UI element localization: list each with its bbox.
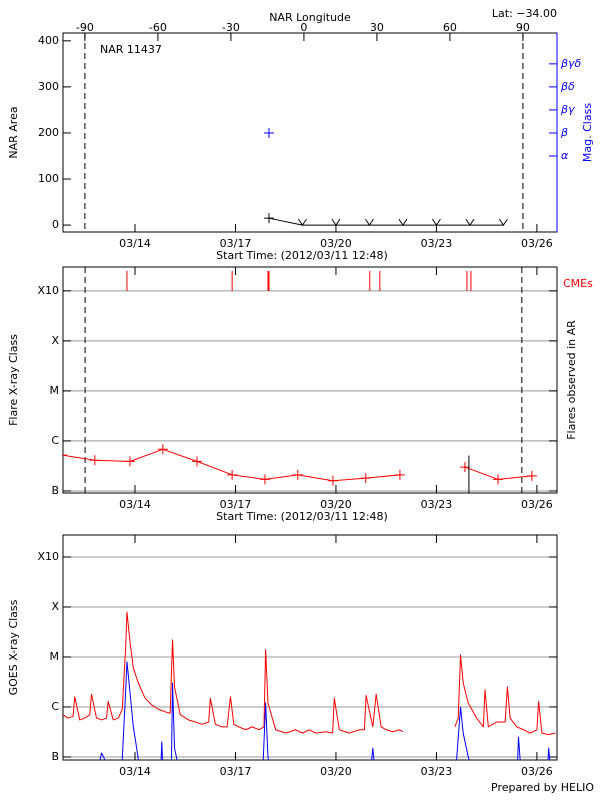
- x-tick-label: 03/20: [320, 237, 352, 250]
- data-point: [191, 456, 202, 467]
- y-tick-label: B: [51, 484, 59, 497]
- y2-axis-label: Flares observed in AR: [565, 320, 578, 440]
- x-tick-label: 03/23: [421, 498, 453, 511]
- y-tick-label: C: [51, 700, 59, 713]
- x2-axis-label: NAR Longitude: [269, 11, 351, 24]
- y-axis-label: GOES X-ray Class: [7, 599, 20, 695]
- y-tick-label: X10: [37, 550, 59, 563]
- x-tick-label: 03/20: [320, 765, 352, 778]
- data-point: [360, 473, 371, 484]
- series-group: [63, 611, 556, 760]
- data-point: [331, 218, 341, 226]
- data-point: [365, 218, 374, 226]
- y-tick-label: M: [50, 650, 60, 663]
- series-line: [268, 217, 504, 226]
- x-tick-label: 03/17: [220, 765, 252, 778]
- x2-tick-label: 90: [516, 21, 530, 34]
- x2-tick-label: -30: [222, 21, 240, 34]
- x-axis-label: Start Time: (2012/03/11 12:48): [216, 510, 388, 523]
- y2-tick-label: βγ: [560, 103, 575, 116]
- data-point: [292, 469, 303, 480]
- x-axis-label: Start Time: (2012/03/11 12:48): [216, 249, 388, 262]
- panel-title: NAR 11437: [100, 43, 162, 56]
- x2-tick-label: -60: [149, 21, 167, 34]
- x-tick-label: 03/26: [521, 498, 553, 511]
- data-point: [493, 474, 504, 485]
- y2-tick-label: β: [560, 126, 568, 139]
- y-axis-label: NAR Area: [7, 106, 20, 158]
- x-tick-label: 03/17: [220, 498, 252, 511]
- series-line: [63, 611, 556, 736]
- x-tick-label: 03/26: [521, 765, 553, 778]
- data-point: [227, 469, 238, 480]
- data-point: [498, 218, 508, 226]
- x-tick-label: 03/14: [119, 765, 151, 778]
- y-tick-label: M: [50, 384, 60, 397]
- data-point: [63, 454, 67, 456]
- data-point: [394, 469, 405, 480]
- data-point: [432, 218, 441, 226]
- y2-tick-label: βδ: [560, 80, 575, 93]
- x2-tick-label: 60: [443, 21, 457, 34]
- y-tick-label: 100: [38, 172, 59, 185]
- plot-frame: [62, 266, 558, 494]
- y-tick-label: X: [51, 334, 59, 347]
- y2-axis-label: Mag. Class: [581, 103, 594, 162]
- data-point: [298, 218, 307, 226]
- x-tick-label: 03/14: [119, 237, 151, 250]
- data-point: [157, 444, 168, 455]
- x-tick-label: 03/23: [421, 765, 453, 778]
- x2-tick-label: 30: [370, 21, 384, 34]
- y-tick-label: 400: [38, 34, 59, 47]
- x-tick-label: 03/17: [220, 237, 252, 250]
- y-axis-label: Flare X-ray Class: [7, 334, 20, 426]
- data-point: [263, 213, 274, 224]
- series-group: [63, 271, 537, 493]
- data-point: [89, 455, 100, 466]
- y-tick-label: 0: [52, 218, 59, 231]
- x2-tick-label: -90: [76, 21, 94, 34]
- y-tick-label: 200: [38, 126, 59, 139]
- y-tick-label: 300: [38, 80, 59, 93]
- plot-frame: [62, 32, 558, 233]
- data-point: [259, 474, 270, 485]
- footer: Prepared by HELIO: [491, 781, 594, 794]
- x-tick-label: 03/26: [521, 237, 553, 250]
- data-point: [465, 218, 475, 226]
- series-line: [99, 661, 551, 760]
- plot-frame: [62, 534, 558, 761]
- y2-tick-label: βγδ: [560, 57, 582, 70]
- series-line: [63, 448, 532, 482]
- x-tick-label: 03/14: [119, 498, 151, 511]
- data-point: [398, 218, 408, 226]
- x-tick-label: 03/23: [421, 237, 453, 250]
- legend-label: CMEs: [563, 277, 593, 290]
- y-tick-label: X10: [37, 284, 59, 297]
- y2-tick-label: α: [561, 149, 569, 162]
- data-point: [327, 475, 338, 486]
- data-point: [459, 462, 470, 473]
- annotation: Lat: −34.00: [492, 7, 557, 20]
- y-tick-label: X: [51, 600, 59, 613]
- x2-tick-label: 0: [300, 21, 307, 34]
- data-point: [124, 456, 135, 467]
- data-point: [263, 127, 274, 138]
- data-point: [526, 470, 537, 481]
- x-tick-label: 03/20: [320, 498, 352, 511]
- y-tick-label: B: [51, 750, 59, 763]
- series-group: [263, 127, 508, 226]
- y-tick-label: C: [51, 434, 59, 447]
